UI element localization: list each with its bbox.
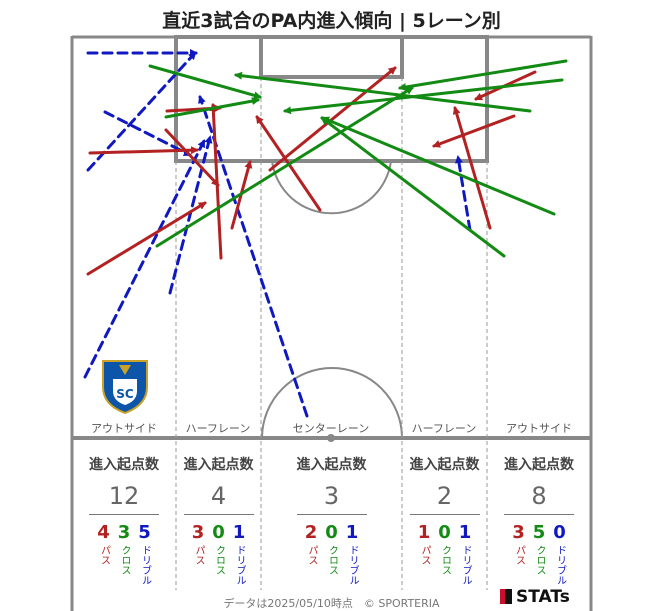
brand-text: STATs xyxy=(516,587,570,607)
pass-count: 3 xyxy=(191,522,205,543)
cross-label: クロス xyxy=(119,545,130,575)
cross-label: クロス xyxy=(213,545,225,575)
lane-label-1: ハーフレーン xyxy=(186,422,251,435)
lane-total: 12 xyxy=(108,482,140,510)
cross-arrow-20 xyxy=(155,86,414,248)
pass-label: パス xyxy=(305,545,317,565)
dribble-arrow-1 xyxy=(103,110,192,157)
dribble-arrow-5 xyxy=(198,95,309,418)
total-underline xyxy=(89,514,159,515)
lane-stats-0: 進入起点数 12 4 パス 3 クロス 5 ドリブル xyxy=(72,440,176,610)
chart-title: 直近3試合のPA内進入傾向 | 5レーン別 xyxy=(162,10,501,32)
pass-label: パス xyxy=(513,545,525,565)
dribble-arrow-4 xyxy=(83,139,206,379)
lane-header: 進入起点数 xyxy=(183,457,254,473)
pass-count: 1 xyxy=(417,522,431,543)
pitch-lines xyxy=(70,35,593,611)
center-spot xyxy=(327,434,335,442)
cross-label: クロス xyxy=(326,545,338,575)
crest-text: SC xyxy=(116,387,134,401)
cross-count: 0 xyxy=(325,522,338,543)
dribble-count: 0 xyxy=(553,522,566,543)
cross-arrow-24 xyxy=(321,116,556,216)
lane-total: 4 xyxy=(210,482,227,510)
center-circle xyxy=(261,367,403,439)
cross-count: 0 xyxy=(212,522,225,543)
pass-arrow-17 xyxy=(452,106,492,230)
cross-arrow-25 xyxy=(320,116,506,258)
brand-mark-icon xyxy=(500,589,512,604)
pass-count: 3 xyxy=(512,522,525,543)
total-underline xyxy=(409,514,480,515)
dribble-arrow-3 xyxy=(168,135,213,295)
pass-label: パス xyxy=(418,545,430,565)
lane-stats-3: 進入起点数 2 1 パス 0 クロス 1 ドリブル xyxy=(402,440,487,610)
lane-total: 8 xyxy=(531,482,547,510)
pass-count: 2 xyxy=(304,522,318,543)
lane-header: 進入起点数 xyxy=(296,457,367,473)
goal-area xyxy=(259,35,404,79)
pass-arrow-11 xyxy=(209,103,223,260)
lane-stats-2: 進入起点数 3 2 パス 0 クロス 1 ドリブル xyxy=(261,440,402,610)
lane-labels: アウトサイド ハーフレーン センターレーン ハーフレーン アウトサイド xyxy=(91,422,572,435)
dribble-label: ドリブル xyxy=(139,545,151,585)
pass-arrow-14 xyxy=(268,66,397,172)
pass-label: パス xyxy=(98,545,110,565)
cross-count: 5 xyxy=(532,522,546,543)
dribble-count: 1 xyxy=(232,522,246,543)
cross-arrow-21 xyxy=(398,59,568,91)
total-underline xyxy=(504,514,574,515)
lane-header: 進入起点数 xyxy=(89,457,159,473)
club-crest-icon: SC xyxy=(102,360,148,415)
total-underline xyxy=(183,514,254,515)
dribble-count: 1 xyxy=(458,522,472,543)
cross-count: 0 xyxy=(438,522,451,543)
cross-label: クロス xyxy=(439,545,451,575)
cross-count: 3 xyxy=(117,522,131,543)
pass-arrow-9 xyxy=(164,128,220,187)
cross-arrow-22 xyxy=(283,78,564,115)
lane-label-3: ハーフレーン xyxy=(412,422,477,435)
pass-arrow-10 xyxy=(86,201,207,276)
pass-count: 4 xyxy=(97,522,110,543)
total-underline xyxy=(296,514,367,515)
lane-header: 進入起点数 xyxy=(409,457,480,473)
cross-label: クロス xyxy=(534,545,545,575)
lane-header: 進入起点数 xyxy=(504,457,574,473)
dribble-arrow-6 xyxy=(455,155,472,232)
pass-arrow-16 xyxy=(432,114,516,148)
pass-arrow-7 xyxy=(88,146,199,155)
penalty-arc xyxy=(271,160,392,215)
lane-total: 3 xyxy=(323,482,340,510)
dribble-label: ドリブル xyxy=(460,545,472,585)
dribble-label: ドリブル xyxy=(554,545,566,585)
cross-arrow-23 xyxy=(234,71,532,113)
dribble-count: 5 xyxy=(138,522,151,543)
lane-total: 2 xyxy=(436,482,453,510)
dribble-count: 1 xyxy=(345,522,359,543)
dribble-label: ドリブル xyxy=(347,545,359,585)
lane-stats-1: 進入起点数 4 3 パス 0 クロス 1 ドリブル xyxy=(176,440,261,610)
brand-logo: STATs xyxy=(500,587,570,607)
dribble-label: ドリブル xyxy=(234,545,246,585)
entry-arrows xyxy=(83,49,568,418)
lane-label-4: アウトサイド xyxy=(506,422,572,435)
lane-label-2: センターレーン xyxy=(293,422,369,435)
lane-stats-4: 進入起点数 8 3 パス 5 クロス 0 ドリブル xyxy=(487,440,591,610)
dribble-arrow-2 xyxy=(86,51,197,172)
pass-label: パス xyxy=(192,545,204,565)
cross-arrow-19 xyxy=(164,97,260,119)
lane-label-0: アウトサイド xyxy=(91,422,157,435)
cross-arrow-18 xyxy=(148,64,262,100)
footer-note: データは2025/05/10時点 © SPORTERIA xyxy=(223,597,440,610)
